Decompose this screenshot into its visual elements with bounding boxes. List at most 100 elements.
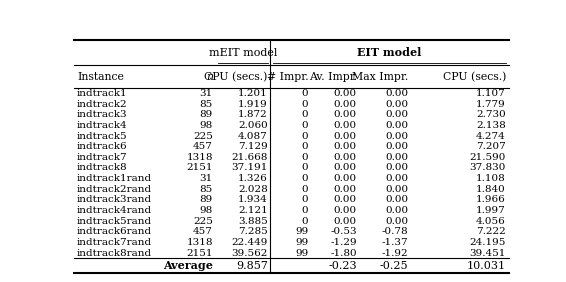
Text: 2.138: 2.138 <box>476 121 506 130</box>
Text: 89: 89 <box>200 195 213 204</box>
Text: -1.37: -1.37 <box>381 238 408 247</box>
Text: # Impr.: # Impr. <box>267 72 308 82</box>
Text: 0.00: 0.00 <box>333 89 357 98</box>
Text: 98: 98 <box>200 206 213 215</box>
Text: -1.92: -1.92 <box>381 248 408 257</box>
Text: 0: 0 <box>302 164 308 172</box>
Text: 0: 0 <box>302 100 308 109</box>
Text: indtrack4: indtrack4 <box>77 121 127 130</box>
Text: 0: 0 <box>302 142 308 151</box>
Text: indtrack1: indtrack1 <box>77 89 127 98</box>
Text: 0.00: 0.00 <box>333 195 357 204</box>
Text: 0: 0 <box>302 206 308 215</box>
Text: 0: 0 <box>302 185 308 194</box>
Text: 89: 89 <box>200 110 213 119</box>
Text: 99: 99 <box>295 238 308 247</box>
Text: indtrack8: indtrack8 <box>77 164 127 172</box>
Text: 0.00: 0.00 <box>385 174 408 183</box>
Text: 99: 99 <box>295 227 308 236</box>
Text: 21.668: 21.668 <box>231 153 268 162</box>
Text: 0: 0 <box>302 217 308 226</box>
Text: 0.00: 0.00 <box>333 153 357 162</box>
Text: 1318: 1318 <box>186 153 213 162</box>
Text: indtrack7rand: indtrack7rand <box>77 238 152 247</box>
Text: 0.00: 0.00 <box>333 131 357 140</box>
Text: indtrack3rand: indtrack3rand <box>77 195 152 204</box>
Text: indtrack5rand: indtrack5rand <box>77 217 152 226</box>
Text: 0.00: 0.00 <box>385 100 408 109</box>
Text: indtrack6rand: indtrack6rand <box>77 227 152 236</box>
Text: 1.919: 1.919 <box>238 100 268 109</box>
Text: 4.056: 4.056 <box>476 217 506 226</box>
Text: 0.00: 0.00 <box>333 206 357 215</box>
Text: 457: 457 <box>193 142 213 151</box>
Text: 1.934: 1.934 <box>238 195 268 204</box>
Text: 10.031: 10.031 <box>467 261 506 271</box>
Text: indtrack2: indtrack2 <box>77 100 127 109</box>
Text: 85: 85 <box>200 100 213 109</box>
Text: -0.23: -0.23 <box>328 261 357 271</box>
Text: 1.107: 1.107 <box>476 89 506 98</box>
Text: 0.00: 0.00 <box>385 142 408 151</box>
Text: 1.840: 1.840 <box>476 185 506 194</box>
Text: 3.885: 3.885 <box>238 217 268 226</box>
Text: CPU (secs.): CPU (secs.) <box>204 72 268 82</box>
Text: EIT model: EIT model <box>357 47 422 58</box>
Text: 0.00: 0.00 <box>333 110 357 119</box>
Text: 7.129: 7.129 <box>238 142 268 151</box>
Text: 1.997: 1.997 <box>476 206 506 215</box>
Text: 0.00: 0.00 <box>385 206 408 215</box>
Text: 2.060: 2.060 <box>238 121 268 130</box>
Text: 1.966: 1.966 <box>476 195 506 204</box>
Text: 0.00: 0.00 <box>385 131 408 140</box>
Text: 0: 0 <box>302 195 308 204</box>
Text: mEIT model: mEIT model <box>209 48 277 58</box>
Text: 22.449: 22.449 <box>231 238 268 247</box>
Text: 31: 31 <box>200 89 213 98</box>
Text: 9.857: 9.857 <box>236 261 268 271</box>
Text: 457: 457 <box>193 227 213 236</box>
Text: 0: 0 <box>302 89 308 98</box>
Text: 39.562: 39.562 <box>231 248 268 257</box>
Text: 225: 225 <box>193 217 213 226</box>
Text: 0.00: 0.00 <box>385 153 408 162</box>
Text: Max Impr.: Max Impr. <box>352 72 408 82</box>
Text: 85: 85 <box>200 185 213 194</box>
Text: 1.779: 1.779 <box>476 100 506 109</box>
Text: 0.00: 0.00 <box>333 100 357 109</box>
Text: 0: 0 <box>302 174 308 183</box>
Text: 4.087: 4.087 <box>238 131 268 140</box>
Text: 2.121: 2.121 <box>238 206 268 215</box>
Text: 0.00: 0.00 <box>385 121 408 130</box>
Text: indtrack1rand: indtrack1rand <box>77 174 152 183</box>
Text: 98: 98 <box>200 121 213 130</box>
Text: 0.00: 0.00 <box>385 217 408 226</box>
Text: indtrack7: indtrack7 <box>77 153 127 162</box>
Text: n: n <box>206 72 213 82</box>
Text: Average: Average <box>163 260 213 271</box>
Text: 21.590: 21.590 <box>470 153 506 162</box>
Text: 0.00: 0.00 <box>333 121 357 130</box>
Text: 225: 225 <box>193 131 213 140</box>
Text: 0.00: 0.00 <box>333 217 357 226</box>
Text: -0.25: -0.25 <box>379 261 408 271</box>
Text: 2151: 2151 <box>186 248 213 257</box>
Text: 1.201: 1.201 <box>238 89 268 98</box>
Text: CPU (secs.): CPU (secs.) <box>443 72 506 82</box>
Text: -1.80: -1.80 <box>330 248 357 257</box>
Text: indtrack2rand: indtrack2rand <box>77 185 152 194</box>
Text: 7.222: 7.222 <box>476 227 506 236</box>
Text: 1.326: 1.326 <box>238 174 268 183</box>
Text: 24.195: 24.195 <box>470 238 506 247</box>
Text: 1.872: 1.872 <box>238 110 268 119</box>
Text: 0: 0 <box>302 121 308 130</box>
Text: 0.00: 0.00 <box>333 142 357 151</box>
Text: 0.00: 0.00 <box>385 195 408 204</box>
Text: 0.00: 0.00 <box>333 164 357 172</box>
Text: 1318: 1318 <box>186 238 213 247</box>
Text: 2151: 2151 <box>186 164 213 172</box>
Text: 0.00: 0.00 <box>385 185 408 194</box>
Text: 0.00: 0.00 <box>333 174 357 183</box>
Text: 2.028: 2.028 <box>238 185 268 194</box>
Text: 37.830: 37.830 <box>470 164 506 172</box>
